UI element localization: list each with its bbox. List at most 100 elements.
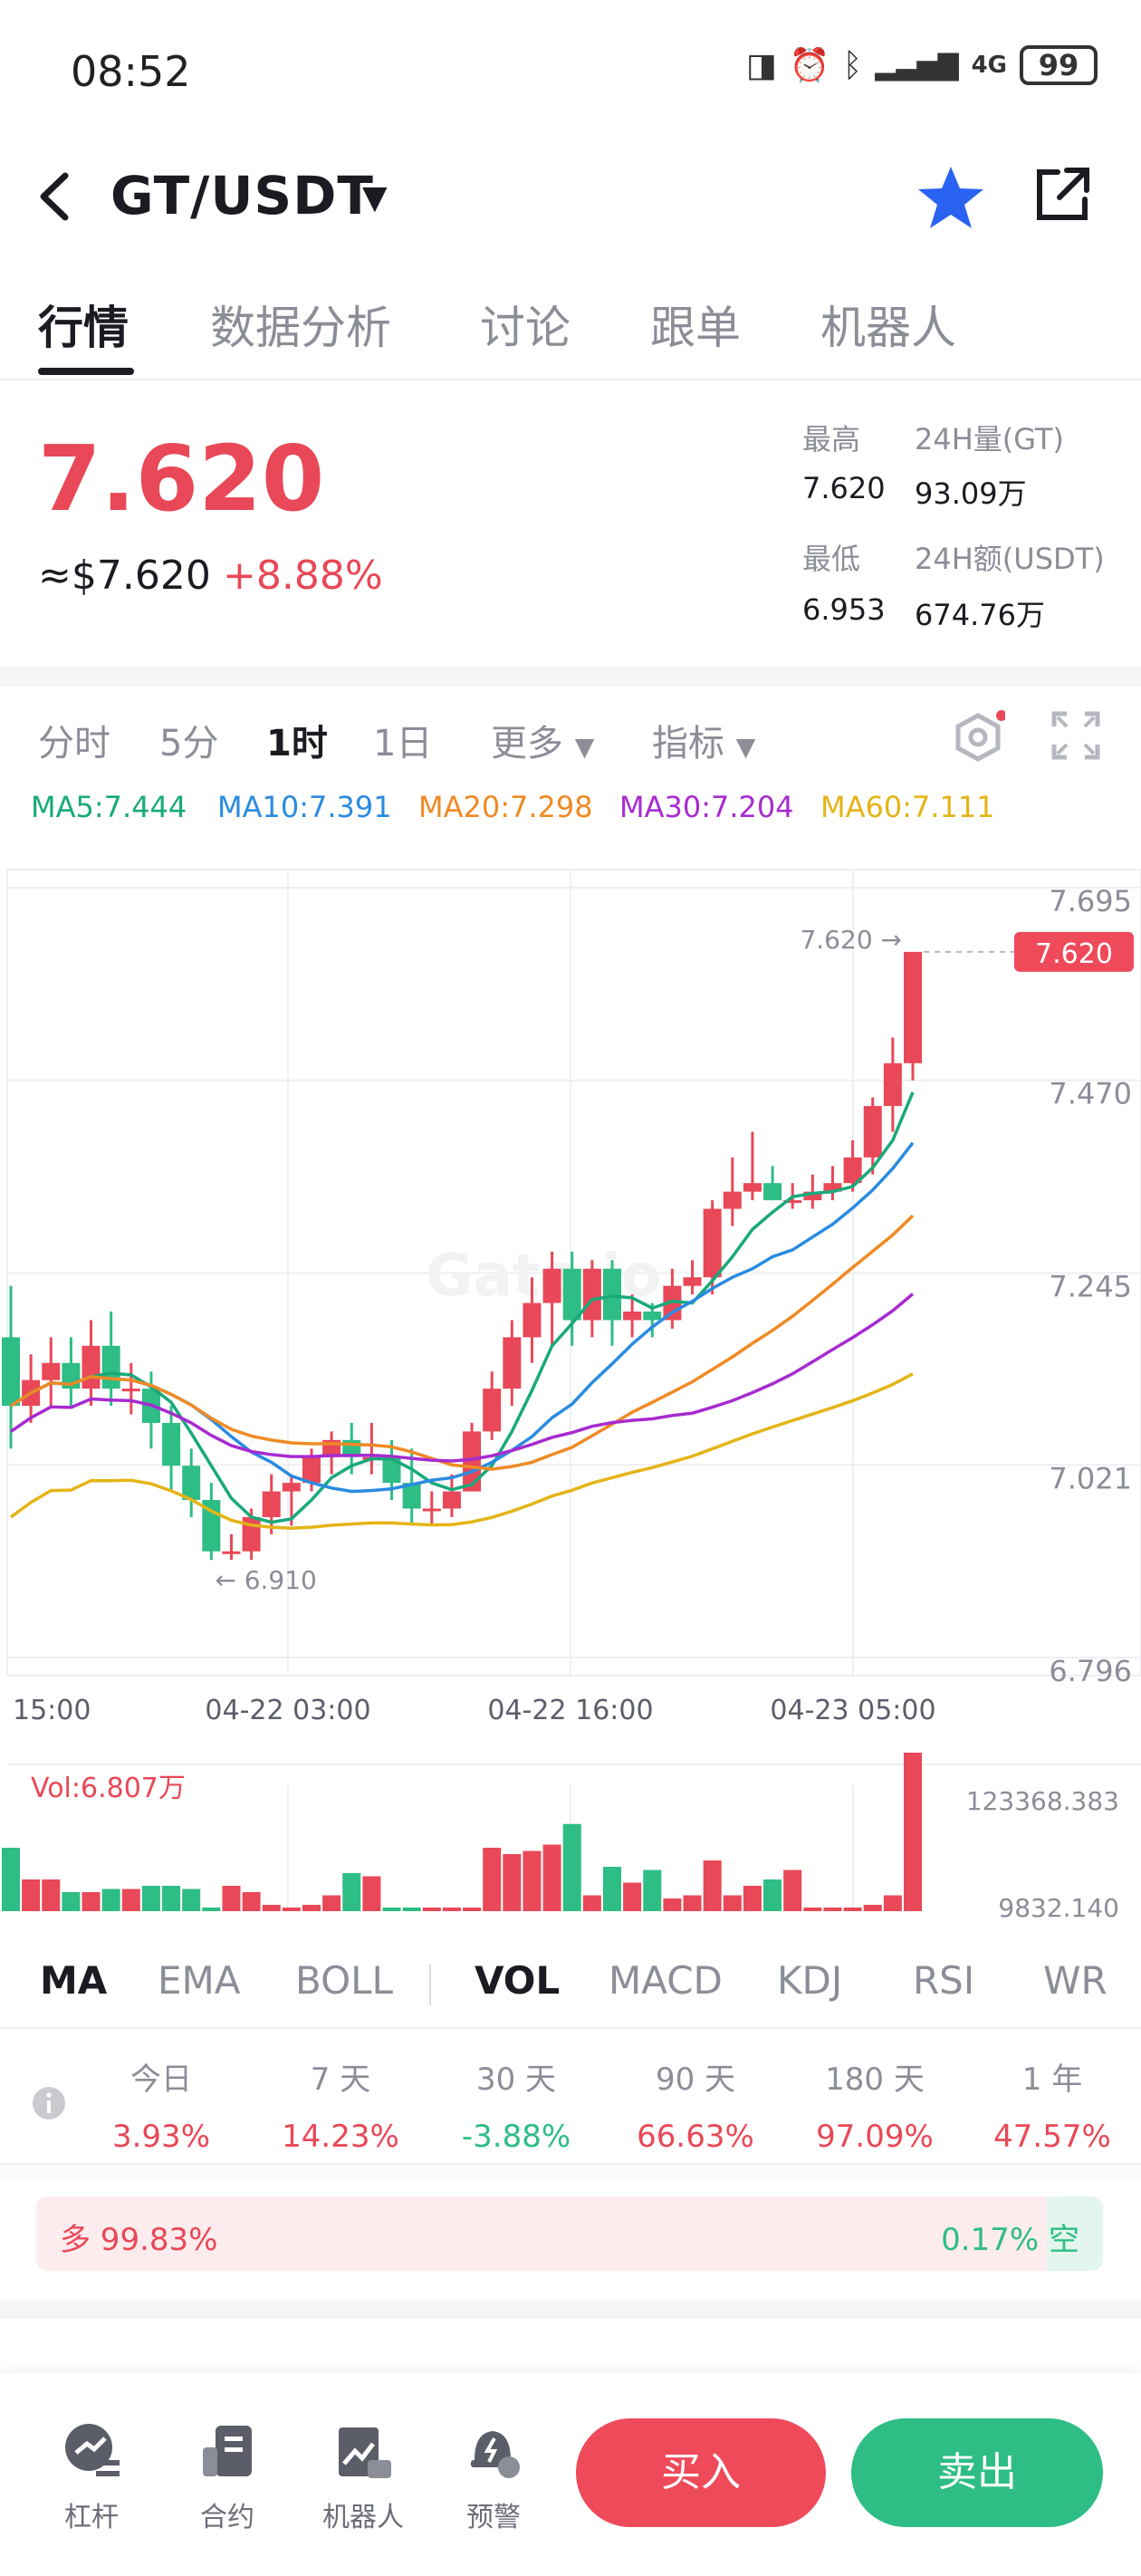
- candle-body: [82, 1345, 101, 1389]
- high-value: 7.620: [802, 471, 886, 505]
- x-tick-label: 04-23 05:00: [770, 1695, 935, 1726]
- candle-body: [582, 1268, 601, 1321]
- price-chart[interactable]: 7.695 7.470 7.245 7.021 6.796 15:00 04-22 03:0…: [0, 851, 1141, 1920]
- performance-period: 7 天: [310, 2062, 371, 2098]
- nav-futures[interactable]: 合约: [177, 2420, 277, 2534]
- tab-copy-trade[interactable]: 跟单: [650, 302, 741, 354]
- volume-bar: [803, 1908, 822, 1911]
- x-tick-label: 04-22 03:00: [205, 1695, 370, 1726]
- y-tick-label: 7.695: [1049, 884, 1132, 918]
- active-tab-indicator: [38, 368, 134, 375]
- nav-margin[interactable]: 杠杆: [42, 2420, 141, 2534]
- tab-bot[interactable]: 机器人: [820, 302, 956, 354]
- candle-body: [643, 1312, 662, 1321]
- pair-title[interactable]: GT/USDT: [110, 165, 374, 226]
- bottom-action-bar: 杠杆 合约 机器人 预警 买入 卖出: [0, 2373, 1141, 2576]
- volume-bar: [382, 1908, 401, 1911]
- sell-button[interactable]: 卖出: [851, 2418, 1103, 2527]
- performance-col: 90 天 66.63%: [614, 2054, 777, 2155]
- ind-rsi[interactable]: RSI: [913, 1958, 975, 2003]
- nfc-icon: ◨: [745, 46, 777, 84]
- volume-bar: [763, 1879, 782, 1911]
- ma-line-30: [10, 1293, 915, 1463]
- ma-line-60: [9, 1372, 914, 1530]
- ind-macd[interactable]: MACD: [609, 1958, 723, 2003]
- info-icon[interactable]: [31, 2085, 67, 2121]
- volume-bar: [523, 1850, 542, 1911]
- volume-bar: [242, 1892, 261, 1911]
- candle-body: [562, 1268, 581, 1321]
- nav-margin-label: 杠杆: [64, 2502, 119, 2533]
- nav-bot[interactable]: 机器人: [313, 2420, 413, 2534]
- volume-bar: [503, 1854, 522, 1911]
- back-arrow-icon: [40, 172, 69, 221]
- amount-value: 674.76万: [915, 598, 1045, 632]
- candle-body: [603, 1268, 621, 1321]
- volume-bar: [783, 1870, 802, 1911]
- ind-ema[interactable]: EMA: [158, 1958, 241, 2003]
- low-label: 最低: [802, 542, 861, 576]
- performance-value: -3.88%: [461, 2119, 571, 2155]
- interval-more[interactable]: 更多 ▼: [491, 714, 594, 766]
- volume-bar: [121, 1889, 140, 1911]
- candle-body: [282, 1483, 301, 1492]
- candle-body: [843, 1157, 862, 1184]
- volume-bar: [342, 1873, 361, 1911]
- fullscreen-icon[interactable]: [1050, 710, 1101, 761]
- candle-body: [863, 1106, 882, 1158]
- candle-body: [302, 1456, 321, 1484]
- ind-wr[interactable]: WR: [1043, 1958, 1107, 2003]
- candle-body: [703, 1208, 722, 1278]
- ind-vol[interactable]: VOL: [475, 1958, 561, 2003]
- volume-bar: [422, 1908, 441, 1911]
- last-price: 7.620: [38, 426, 325, 532]
- tab-market[interactable]: 行情: [38, 302, 129, 354]
- candle-body: [463, 1431, 482, 1492]
- network-type: 4G: [971, 52, 1007, 79]
- performance-value: 47.57%: [993, 2119, 1111, 2155]
- status-time: 08:52: [71, 47, 191, 96]
- share-icon[interactable]: [1031, 163, 1094, 226]
- ind-kdj[interactable]: KDJ: [777, 1958, 843, 2003]
- ind-boll[interactable]: BOLL: [295, 1958, 393, 2003]
- performance-value: 97.09%: [816, 2119, 934, 2155]
- price-summary: 7.620 ≈$7.620 +8.88% 最高 24H量(GT) 7.620 9…: [0, 399, 1141, 661]
- volume-bar: [2, 1848, 20, 1911]
- tab-discussion[interactable]: 讨论: [480, 302, 570, 354]
- chart-settings-icon[interactable]: [951, 710, 1005, 764]
- volume-bar: [463, 1908, 482, 1911]
- nav-bot-label: 机器人: [322, 2502, 404, 2533]
- pair-dropdown-icon[interactable]: ▼: [362, 179, 388, 216]
- volume-current: Vol:6.807万: [31, 1773, 186, 1804]
- back-button[interactable]: [36, 165, 91, 228]
- volume-bar: [683, 1895, 702, 1911]
- volume-bar: [703, 1860, 722, 1911]
- volume-bar: [483, 1848, 502, 1911]
- tab-data-analysis[interactable]: 数据分析: [210, 302, 391, 354]
- interval-1d[interactable]: 1日: [373, 723, 433, 764]
- ma60-label: MA60:7.111: [820, 790, 995, 824]
- volume-bar: [302, 1905, 321, 1911]
- ind-ma[interactable]: MA: [40, 1958, 108, 2003]
- volume-bar: [42, 1879, 61, 1911]
- interval-timeline[interactable]: 分时: [38, 723, 110, 764]
- indicator-menu[interactable]: 指标 ▼: [652, 714, 755, 766]
- candle-body: [442, 1491, 461, 1509]
- candle-body: [763, 1183, 782, 1201]
- buy-button[interactable]: 买入: [576, 2418, 826, 2527]
- candlestick-chart[interactable]: 7.695 7.470 7.245 7.021 6.796 15:00 04-22 03:0…: [0, 851, 1141, 1920]
- performance-value: 3.93%: [111, 2119, 210, 2155]
- ma10-label: MA10:7.391: [217, 790, 392, 824]
- nav-alert[interactable]: 预警: [444, 2420, 543, 2534]
- candle-body: [121, 1389, 140, 1392]
- signal-icon: ▂▃▅▇: [875, 49, 959, 82]
- interval-1h[interactable]: 1时: [266, 723, 328, 764]
- status-icons: ◨ ⏰ ᛒ ▂▃▅▇ 4G 99: [746, 45, 1098, 85]
- favorite-star-icon[interactable]: [915, 161, 987, 234]
- volume-bar: [904, 1753, 922, 1911]
- interval-5m[interactable]: 5分: [159, 723, 219, 764]
- volume-bar: [442, 1908, 461, 1911]
- volume-bar: [542, 1844, 561, 1911]
- volume-bar: [101, 1889, 120, 1911]
- section-divider: [0, 2301, 1141, 2319]
